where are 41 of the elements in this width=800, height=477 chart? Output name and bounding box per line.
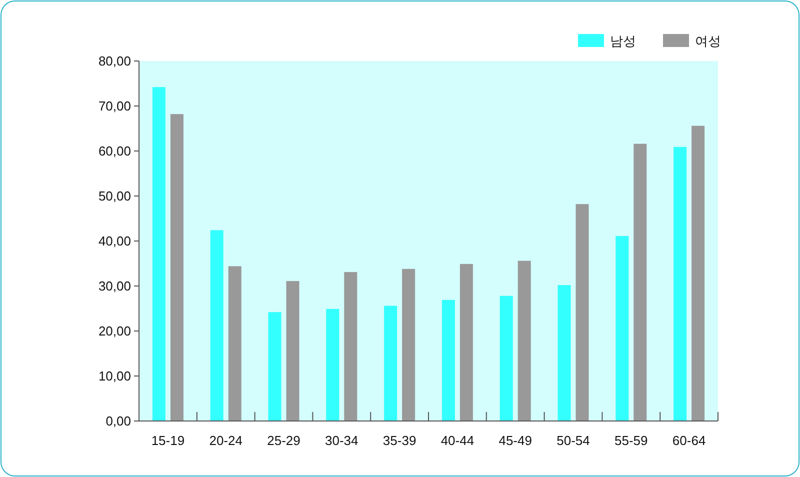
bar — [500, 296, 513, 421]
x-tick-label: 35-39 — [382, 433, 416, 448]
bar — [460, 264, 473, 421]
y-tick-label: 50,00 — [98, 188, 131, 204]
x-tick-label: 30-34 — [325, 433, 358, 448]
y-tick-label: 70,00 — [98, 98, 131, 114]
bar — [286, 281, 300, 421]
y-tick-label: 30,00 — [98, 278, 131, 294]
bar — [384, 306, 398, 421]
y-tick-label: 0,00 — [106, 414, 131, 429]
legend-label: 남성 — [610, 34, 636, 49]
x-tick-label: 50-54 — [556, 433, 590, 448]
bar — [576, 204, 589, 421]
y-tick-label: 40,00 — [98, 234, 131, 249]
x-tick-label: 55-59 — [614, 433, 648, 448]
bar — [344, 272, 358, 421]
y-tick-label: 60,00 — [98, 144, 131, 159]
legend-label: 여성 — [695, 34, 721, 49]
bar — [692, 126, 705, 421]
y-tick-label: 10,00 — [98, 368, 131, 384]
bar — [674, 146, 687, 421]
bar — [634, 144, 647, 421]
bar — [442, 300, 455, 421]
x-tick-label: 15-19 — [151, 433, 185, 448]
bar — [210, 230, 224, 421]
x-tick-label: 20-24 — [209, 433, 242, 448]
y-tick-label: 80,00 — [98, 54, 131, 69]
bar — [558, 285, 571, 421]
bar — [268, 312, 282, 421]
x-tick-label: 40-44 — [440, 433, 474, 448]
y-tick-label: 20,00 — [98, 324, 131, 339]
bar — [402, 268, 416, 421]
bar — [228, 266, 242, 421]
bar — [616, 236, 629, 421]
bar — [170, 114, 184, 421]
x-tick-label: 60-64 — [672, 433, 706, 448]
bar — [152, 87, 166, 421]
bar — [518, 260, 531, 421]
x-tick-label: 25-29 — [267, 433, 300, 448]
bar — [326, 308, 340, 421]
x-tick-label: 45-49 — [498, 433, 532, 448]
